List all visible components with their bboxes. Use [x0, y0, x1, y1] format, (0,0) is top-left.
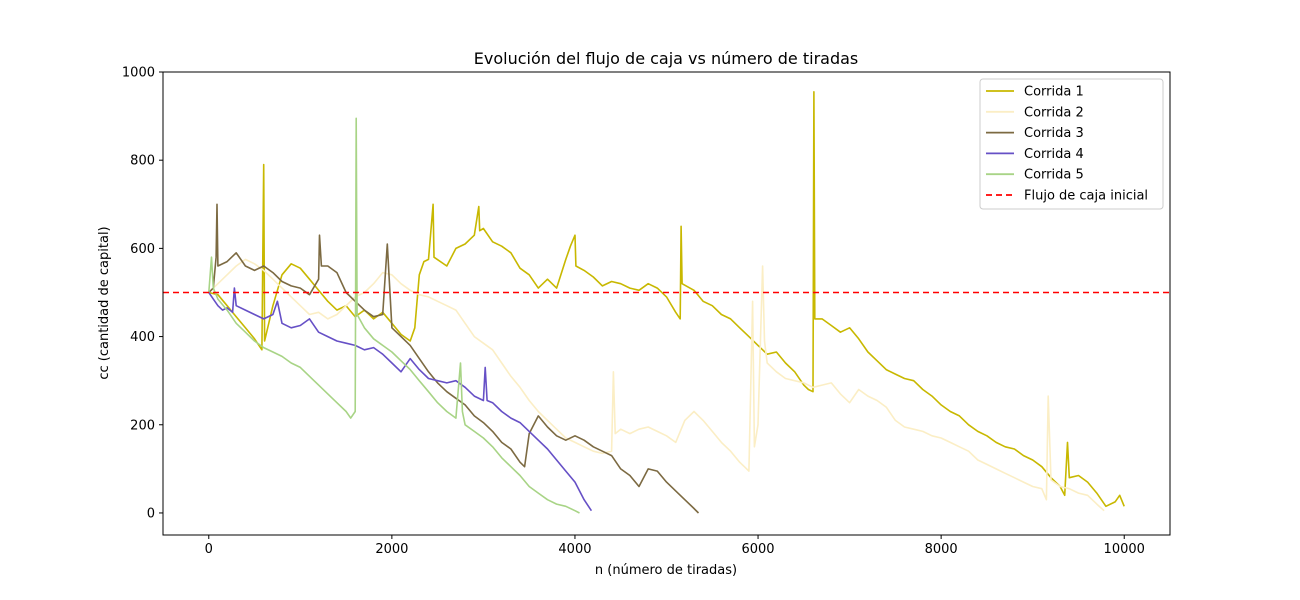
series-line-4: [208, 287, 593, 512]
x-axis: 0 2000 4000 6000 8000 10000: [205, 535, 1145, 557]
legend: Corrida 1 Corrida 2 Corrida 3 Corrida 4 Corr…: [979, 78, 1164, 210]
legend-label-1: Corrida 1: [1024, 85, 1084, 100]
y-tick-label: 1000: [122, 66, 155, 81]
legend-label-5: Corrida 5: [1024, 168, 1084, 183]
x-tick-label: 2000: [375, 542, 408, 557]
x-tick-label: 6000: [741, 542, 774, 557]
legend-label-4: Corrida 4: [1024, 147, 1084, 162]
x-tick-label: 10000: [1104, 542, 1145, 557]
x-axis-title: n (número de tiradas): [595, 563, 737, 578]
y-tick-label: 200: [130, 418, 155, 433]
series-line-2: [208, 258, 1105, 512]
legend-label-3: Corrida 3: [1024, 126, 1084, 141]
legend-label-2: Corrida 2: [1024, 105, 1084, 120]
x-tick-label: 8000: [925, 542, 958, 557]
y-tick-label: 600: [130, 242, 155, 257]
y-tick-label: 800: [130, 154, 155, 169]
plot-area: [163, 91, 1170, 514]
series-line-3: [208, 203, 700, 514]
series-line-1: [208, 91, 1125, 508]
legend-label-6: Flujo de caja inicial: [1024, 189, 1148, 204]
chart-title: Evolución del flujo de caja vs número de…: [474, 49, 859, 68]
y-tick-label: 400: [130, 330, 155, 345]
series-line-5: [208, 117, 580, 514]
legend-box: [979, 78, 1164, 210]
x-tick-label: 0: [205, 542, 213, 557]
y-axis: 0 200 400 600 800 1000: [122, 66, 163, 521]
y-axis-title: cc (cantidad de capital): [97, 226, 112, 379]
plot-frame: [162, 71, 1171, 536]
x-tick-label: 4000: [558, 542, 591, 557]
y-tick-label: 0: [147, 506, 155, 521]
